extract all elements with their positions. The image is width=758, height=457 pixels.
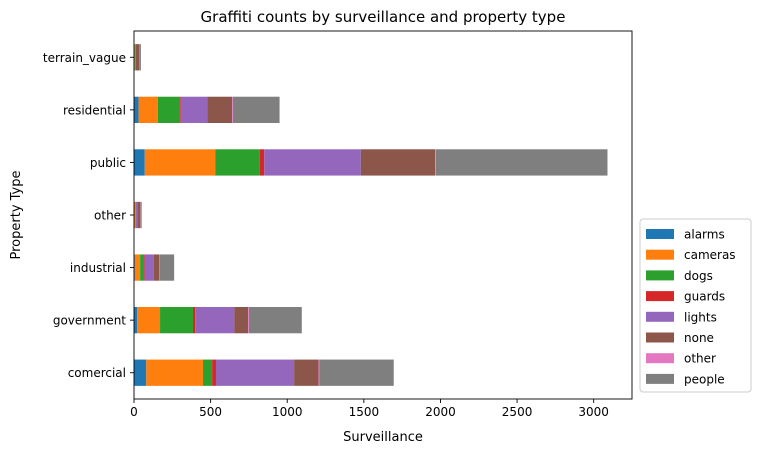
bar-dogs-public (215, 149, 259, 175)
bar-alarms-government (134, 307, 137, 333)
bar-none-residential (208, 97, 233, 123)
bar-guards-comercial (212, 360, 216, 386)
x-tick-label: 0 (130, 405, 138, 419)
x-tick-label: 1500 (349, 405, 380, 419)
bar-guards-public (260, 149, 265, 175)
bar-dogs-residential (158, 97, 180, 123)
legend-label-people: people (684, 372, 725, 386)
bar-lights-public (264, 149, 361, 175)
bar-people-terrain_vague (139, 44, 141, 70)
y-tick-label: residential (63, 103, 126, 117)
legend-label-cameras: cameras (684, 248, 736, 262)
bar-people-government (249, 307, 302, 333)
bars-layer (134, 44, 607, 386)
bar-none-other (137, 202, 140, 228)
bar-lights-industrial (145, 254, 154, 280)
bar-lights-other (136, 202, 138, 228)
bar-cameras-public (145, 149, 215, 175)
bar-guards-industrial (144, 254, 145, 280)
bar-lights-government (195, 307, 234, 333)
bar-other-comercial (319, 360, 320, 386)
x-axis-label: Surveillance (343, 430, 423, 445)
y-tick-label: government (53, 314, 126, 328)
x-tick-label: 500 (199, 405, 222, 419)
legend-label-other: other (684, 352, 716, 366)
legend-swatch-none (646, 333, 674, 343)
bar-cameras-comercial (146, 360, 203, 386)
x-axis: 0 500 1000 1500 2000 2500 3000 (130, 399, 609, 419)
legend: alarms cameras dogs guards lights none other pe… (640, 219, 751, 392)
legend-swatch-people (646, 374, 674, 384)
y-axis: comercial government industrial other public… (43, 51, 134, 380)
legend-label-guards: guards (684, 290, 725, 304)
bar-people-residential (233, 97, 280, 123)
legend-swatch-dogs (646, 270, 674, 280)
bar-people-other (141, 202, 142, 228)
legend-label-lights: lights (684, 310, 717, 324)
bar-none-terrain_vague (136, 44, 139, 70)
y-tick-label: terrain_vague (43, 51, 126, 65)
x-tick-label: 2000 (425, 405, 456, 419)
bar-alarms-residential (134, 97, 139, 123)
x-tick-label: 2500 (502, 405, 533, 419)
y-tick-label: other (94, 209, 126, 223)
bar-cameras-industrial (135, 254, 140, 280)
legend-label-alarms: alarms (684, 228, 725, 242)
y-tick-label: public (90, 156, 126, 170)
bar-cameras-residential (139, 97, 158, 123)
bar-lights-terrain_vague (135, 44, 136, 70)
legend-label-dogs: dogs (684, 269, 713, 283)
chart-title: Graffiti counts by surveillance and prop… (201, 8, 566, 26)
bar-guards-government (193, 307, 195, 333)
bar-cameras-other (134, 202, 135, 228)
legend-swatch-lights (646, 312, 674, 322)
bar-lights-comercial (216, 360, 294, 386)
bar-none-government (234, 307, 248, 333)
bar-dogs-comercial (203, 360, 212, 386)
bar-none-comercial (294, 360, 319, 386)
legend-frame (640, 219, 751, 392)
y-tick-label: industrial (70, 261, 126, 275)
bar-dogs-industrial (140, 254, 144, 280)
plot-frame (134, 31, 632, 399)
legend-swatch-guards (646, 291, 674, 301)
bar-dogs-government (160, 307, 193, 333)
bar-people-comercial (319, 360, 393, 386)
bar-people-public (436, 149, 608, 175)
x-tick-label: 1000 (272, 405, 303, 419)
y-tick-label: comercial (68, 366, 126, 380)
legend-label-none: none (684, 331, 714, 345)
bar-other-public (435, 149, 436, 175)
bar-people-industrial (160, 254, 175, 280)
legend-swatch-cameras (646, 250, 674, 260)
bar-lights-residential (181, 97, 208, 123)
bar-alarms-public (134, 149, 145, 175)
bar-other-government (248, 307, 249, 333)
y-axis-label: Property Type (9, 170, 24, 259)
bar-none-public (361, 149, 435, 175)
legend-swatch-other (646, 353, 674, 363)
bar-alarms-comercial (134, 360, 146, 386)
x-tick-label: 3000 (578, 405, 609, 419)
bar-none-industrial (154, 254, 159, 280)
legend-swatch-alarms (646, 229, 674, 239)
bar-cameras-government (137, 307, 160, 333)
bar-other-residential (232, 97, 233, 123)
bar-guards-residential (180, 97, 181, 123)
